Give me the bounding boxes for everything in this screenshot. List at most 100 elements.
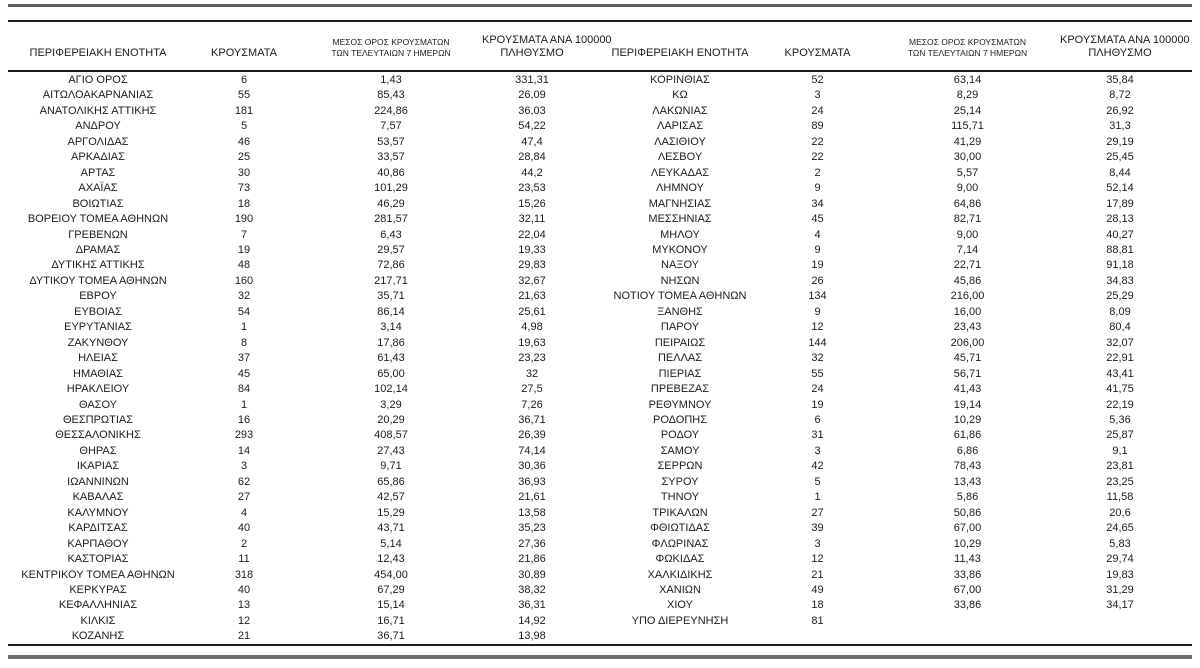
avg7-cell: 56,71: [953, 367, 982, 380]
per100k-cell: 36,31: [518, 599, 546, 612]
per100k-cell: 31,3: [1109, 120, 1131, 133]
per100k-cell: 14,92: [518, 614, 546, 627]
cases-cell: 12: [237, 614, 251, 627]
cases-cell: 21: [811, 568, 824, 581]
cases-cell: 48: [237, 259, 251, 272]
column-gap: [582, 537, 600, 552]
cases-cell: 19: [811, 259, 824, 272]
region-cell: ΑΝΑΤΟΛΙΚΗΣ ΑΤΤΙΚΗΣ: [39, 104, 157, 117]
column-gap: [582, 521, 600, 536]
avg7-cell: 63,14: [953, 74, 982, 86]
avg7-cell: 9,00: [956, 228, 979, 241]
per100k-cell: 52,14: [1106, 182, 1134, 195]
avg7-cell: 64,86: [953, 197, 982, 210]
avg7-cell: 27,43: [377, 444, 405, 457]
column-gap: [582, 181, 600, 196]
per100k-cell: 28,13: [1106, 213, 1134, 226]
cases-cell: 13: [237, 599, 251, 612]
avg7-cell: 3,29: [380, 398, 402, 411]
region-cell: ΕΥΡΥΤΑΝΙΑΣ: [64, 321, 132, 334]
region-cell: ΚΩ: [672, 89, 688, 102]
region-cell: ΡΟΔΟΠΗΣ: [652, 413, 708, 426]
column-gap: [582, 305, 600, 320]
avg7-cell: 22,71: [953, 259, 982, 272]
per100k-cell: 331,31: [515, 74, 549, 86]
col-header-per100k-left-line2: ΠΛΗΘΥΣΜΟ: [500, 46, 564, 59]
region-cell: ΛΑΡΙΣΑΣ: [656, 120, 703, 133]
region-cell: ΠΙΕΡΙΑΣ: [658, 367, 702, 380]
column-gap: [582, 150, 600, 165]
region-cell: ΠΕΙΡΑΙΩΣ: [654, 336, 706, 349]
avg7-cell: 67,00: [953, 583, 982, 596]
per100k-cell: 21,86: [518, 553, 546, 566]
per100k-cell: 23,25: [1106, 475, 1134, 488]
per100k-cell: 32: [525, 367, 539, 380]
header-gap: [582, 59, 600, 62]
per100k-cell: 29,74: [1106, 553, 1134, 566]
avg7-cell: 40,86: [377, 166, 405, 179]
per100k-cell: 25,61: [518, 305, 546, 318]
column-gap: [582, 583, 600, 598]
cases-cell: 34: [811, 197, 824, 210]
region-cell: ΛΕΣΒΟΥ: [657, 151, 703, 164]
avg7-cell: 33,57: [377, 151, 405, 164]
per100k-cell: 19,33: [518, 243, 546, 256]
per100k-cell: 38,32: [518, 583, 546, 596]
cases-cell: 73: [237, 182, 251, 195]
avg7-cell: 41,43: [953, 383, 982, 396]
cases-cell: 3: [240, 460, 248, 473]
cases-cell: 8: [240, 336, 248, 349]
avg7-cell: 20,29: [377, 413, 405, 426]
cases-cell: 19: [811, 398, 824, 411]
region-cell: ΝΑΞΟΥ: [661, 259, 699, 272]
cases-cell: 160: [234, 274, 254, 287]
region-cell: ΕΥΒΟΙΑΣ: [74, 305, 122, 318]
col-header-cases-left: ΚΡΟΥΣΜΑΤΑ: [211, 46, 277, 59]
per100k-cell: 8,44: [1109, 166, 1131, 179]
region-cell: ΝΟΤΙΟΥ ΤΟΜΕΑ ΑΘΗΝΩΝ: [613, 290, 747, 303]
bottom-rule-gray: [8, 655, 1192, 659]
cases-cell: 1: [814, 491, 821, 504]
cases-cell: 19: [237, 243, 251, 256]
col-header-avg7-left-line2: ΤΩΝ ΤΕΛΕΥΤΑΙΩΝ 7 ΗΜΕΡΩΝ: [331, 47, 451, 58]
region-cell: ΑΓΙΟ ΟΡΟΣ: [68, 74, 128, 86]
per100k-cell: 27,5: [521, 383, 543, 396]
column-gap: [582, 119, 600, 134]
per100k-cell: 11,58: [1106, 491, 1134, 504]
per100k-cell: 20,6: [1109, 506, 1131, 519]
column-gap: [582, 320, 600, 335]
per100k-cell: 88,81: [1106, 243, 1134, 256]
avg7-cell: 61,86: [953, 429, 982, 442]
per100k-cell: 4,98: [521, 321, 543, 334]
avg7-cell: 217,71: [374, 274, 408, 287]
column-gap: [582, 336, 600, 351]
cases-cell: 22: [811, 135, 824, 148]
per100k-cell: 28,84: [518, 151, 546, 164]
region-cell: ΒΟΙΩΤΙΑΣ: [72, 197, 124, 210]
region-cell: ΚΑΡΠΑΘΟΥ: [67, 537, 129, 550]
cases-cell: 190: [234, 213, 254, 226]
region-cell: ΚΟΡΙΝΘΙΑΣ: [650, 74, 710, 86]
table-body: ΑΓΙΟ ΟΡΟΣ 6 1,43 331,31 ΚΟΡΙΝΘΙΑΣ 52 63,14 35,8…: [8, 73, 1180, 645]
cases-cell: [760, 629, 875, 644]
col-header-avg7-right-line1: ΜΕΣΟΣ ΟΡΟΣ ΚΡΟΥΣΜΑΤΩΝ: [909, 37, 1026, 47]
avg7-cell: 454,00: [374, 568, 408, 581]
region-cell: ΚΑΛΥΜΝΟΥ: [67, 506, 129, 519]
region-cell: ΚΑΒΑΛΑΣ: [72, 491, 124, 504]
per100k-cell: 34,17: [1106, 599, 1134, 612]
per100k-cell: 25,45: [1106, 151, 1134, 164]
cases-cell: 32: [811, 352, 824, 365]
avg7-cell: 17,86: [377, 336, 405, 349]
col-header-per100k-left-line1: ΚΡΟΥΣΜΑΤΑ ΑΝΑ 100000: [482, 34, 612, 46]
cases-cell: 14: [237, 444, 251, 457]
region-cell: ΛΑΚΩΝΙΑΣ: [652, 104, 708, 117]
per100k-cell: 25,29: [1106, 290, 1134, 303]
avg7-cell: 101,29: [374, 182, 408, 195]
cases-cell: 52: [811, 74, 824, 86]
col-header-avg7-right: ΜΕΣΟΣ ΟΡΟΣ ΚΡΟΥΣΜΑΤΩΝ ΤΩΝ ΤΕΛΕΥΤΑΙΩΝ 7 Η…: [875, 37, 1060, 62]
per100k-cell: 36,71: [518, 413, 546, 426]
top-rule-gray: [8, 4, 1192, 7]
cases-cell: 25: [237, 151, 251, 164]
avg7-cell: 45,86: [953, 274, 982, 287]
avg7-cell: 15,14: [377, 599, 405, 612]
